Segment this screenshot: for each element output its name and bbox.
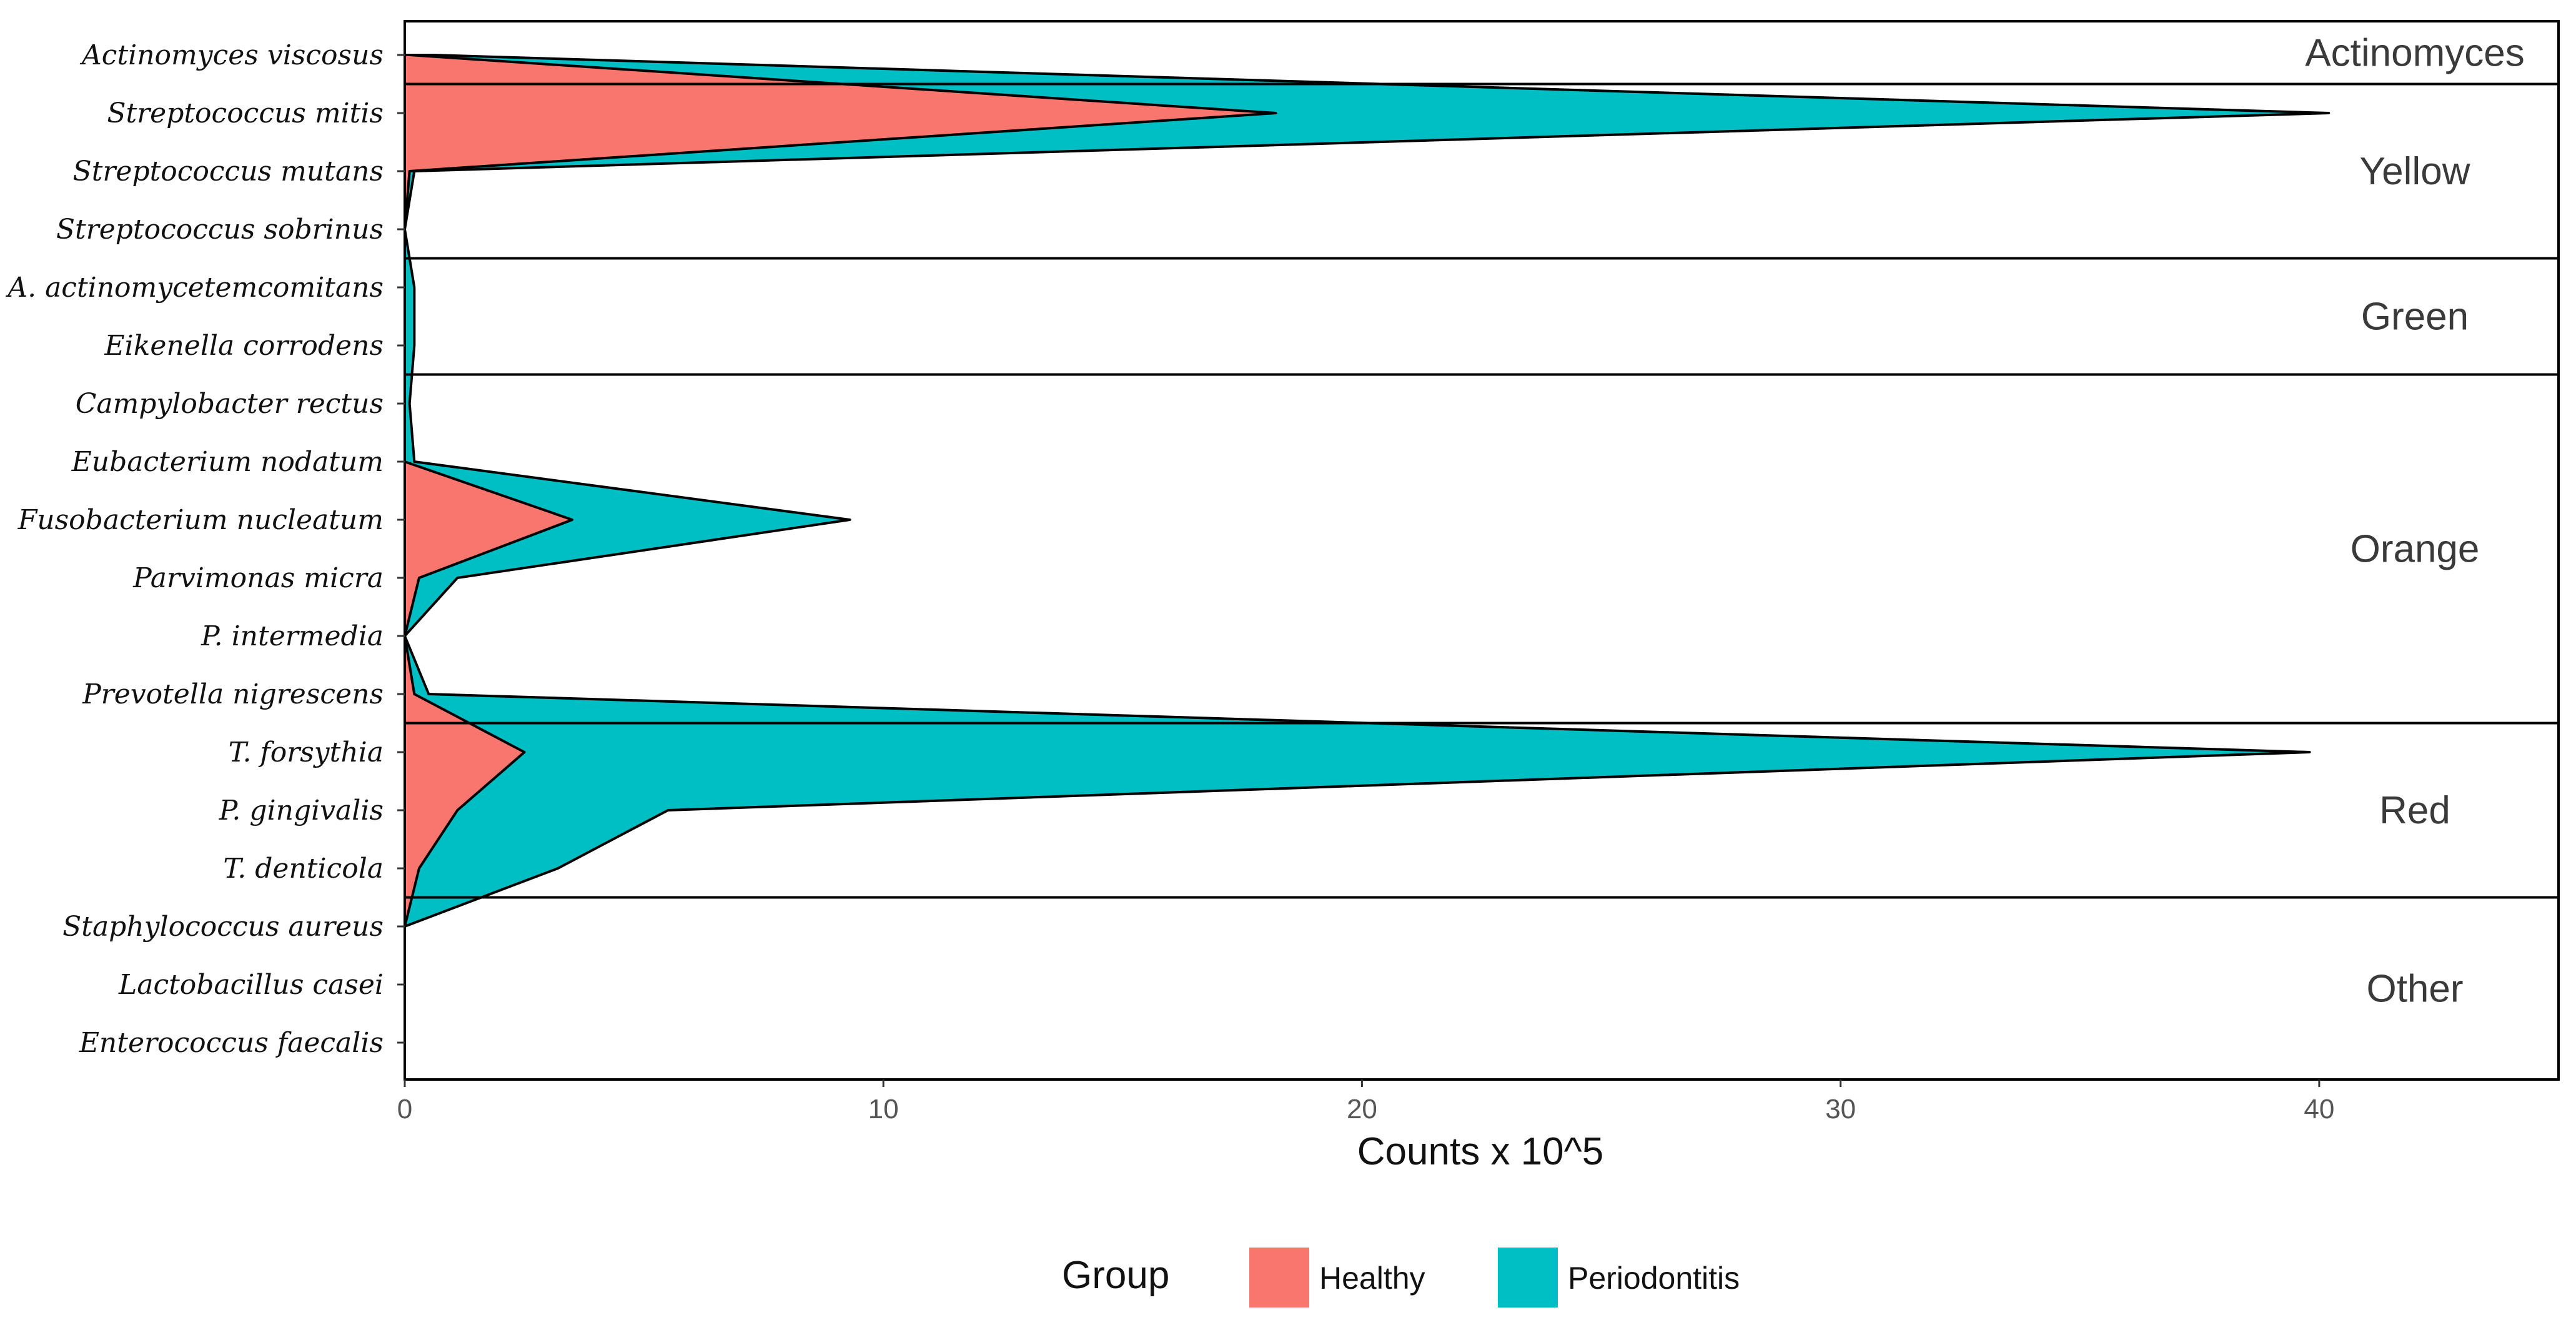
x-axis-title: Counts x 10^5 [1357, 1130, 1603, 1173]
legend-label-periodontitis: Periodontitis [1568, 1261, 1740, 1296]
legend-swatch-periodontitis [1498, 1248, 1558, 1308]
y-tick-label: Fusobacterium nucleatum [17, 504, 384, 536]
y-tick-label: Streptococcus mitis [107, 97, 384, 129]
y-tick-label: T. denticola [223, 853, 384, 885]
legend-title: Group [1062, 1254, 1169, 1297]
y-axis-labels: Actinomyces viscosus Streptococcus mitis S… [5, 39, 405, 1059]
y-tick-label: Streptococcus mutans [73, 156, 384, 187]
complex-panel-orange [404, 373, 2560, 725]
area-healthy [404, 54, 1277, 1044]
legend-swatch-healthy [1249, 1248, 1309, 1308]
legend: Group Healthy Periodontitis [1062, 1248, 1740, 1308]
complex-label-orange: Orange [2351, 528, 2480, 571]
y-tick-label: T. forsythia [229, 737, 384, 768]
complex-label-actinomyces: Actinomyces [2305, 31, 2524, 74]
legend-label-healthy: Healthy [1319, 1261, 1425, 1296]
y-tick-label: P. intermedia [201, 620, 384, 652]
complex-label-yellow: Yellow [2360, 150, 2470, 193]
y-tick-label: Eubacterium nodatum [71, 446, 384, 478]
y-tick-label: Actinomyces viscosus [79, 39, 384, 71]
x-tick-label: 10 [868, 1094, 899, 1124]
y-tick-label: Eikenella corrodens [104, 330, 384, 362]
complex-label-green: Green [2361, 295, 2469, 339]
x-tick-label: 40 [2304, 1094, 2334, 1124]
y-tick-label: Parvimonas micra [132, 562, 384, 594]
y-tick-label: A. actinomycetemcomitans [5, 272, 384, 304]
y-tick-label: Enterococcus faecalis [79, 1027, 384, 1059]
y-tick-label: Lactobacillus casei [118, 969, 384, 1001]
x-tick-label: 0 [397, 1094, 412, 1124]
y-tick-label: Campylobacter rectus [76, 388, 384, 420]
y-tick-label: Streptococcus sobrinus [56, 214, 384, 246]
y-tick-label: Prevotella nigrescens [82, 678, 384, 710]
y-tick-label: P. gingivalis [219, 795, 384, 826]
complex-panel-green [404, 257, 2560, 376]
x-axis: 0 10 20 30 40 [397, 1079, 2334, 1124]
x-tick-label: 20 [1347, 1094, 1377, 1124]
y-tick-label: Staphylococcus aureus [62, 911, 384, 943]
area-periodontitis [404, 54, 2331, 1044]
complex-label-red: Red [2379, 789, 2450, 832]
x-tick-label: 30 [1825, 1094, 1856, 1124]
complex-panel-other [404, 896, 2560, 1081]
plot-area: Actinomyces Yellow Green Orange Red Other [404, 20, 2560, 1081]
complex-label-other: Other [2366, 967, 2463, 1010]
